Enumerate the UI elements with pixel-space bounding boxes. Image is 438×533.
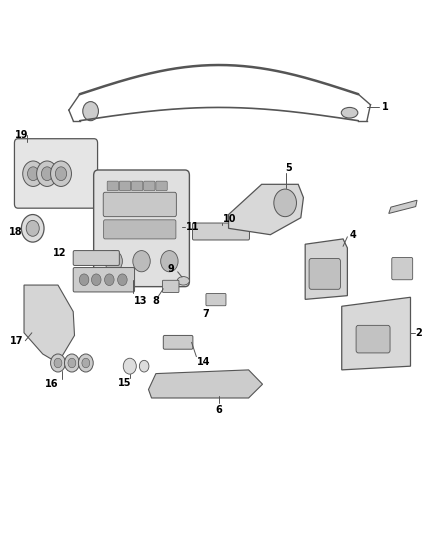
FancyBboxPatch shape xyxy=(206,294,226,306)
Circle shape xyxy=(92,274,101,286)
Text: 16: 16 xyxy=(45,379,58,389)
Text: 15: 15 xyxy=(118,378,131,388)
Polygon shape xyxy=(24,285,74,363)
Polygon shape xyxy=(305,239,347,300)
FancyBboxPatch shape xyxy=(162,280,179,293)
Circle shape xyxy=(50,161,71,187)
Text: 2: 2 xyxy=(415,328,422,338)
Text: 9: 9 xyxy=(168,264,174,274)
FancyBboxPatch shape xyxy=(103,192,177,216)
FancyBboxPatch shape xyxy=(131,181,143,191)
FancyBboxPatch shape xyxy=(107,181,118,191)
FancyBboxPatch shape xyxy=(192,223,250,240)
Circle shape xyxy=(64,354,79,372)
Circle shape xyxy=(37,161,57,187)
Text: 4: 4 xyxy=(350,230,357,240)
Polygon shape xyxy=(229,184,304,235)
Circle shape xyxy=(68,358,76,368)
FancyBboxPatch shape xyxy=(156,181,167,191)
Circle shape xyxy=(21,215,44,242)
FancyBboxPatch shape xyxy=(309,259,340,289)
FancyBboxPatch shape xyxy=(73,268,134,292)
FancyBboxPatch shape xyxy=(163,335,193,349)
FancyBboxPatch shape xyxy=(119,181,131,191)
FancyBboxPatch shape xyxy=(356,325,390,353)
Text: 18: 18 xyxy=(9,227,23,237)
Circle shape xyxy=(55,167,67,181)
FancyBboxPatch shape xyxy=(104,220,176,239)
Text: 13: 13 xyxy=(134,296,148,306)
Circle shape xyxy=(161,251,178,272)
Text: 12: 12 xyxy=(53,248,67,259)
Text: 7: 7 xyxy=(202,309,209,319)
Circle shape xyxy=(79,274,89,286)
Text: 19: 19 xyxy=(14,130,28,140)
Polygon shape xyxy=(389,200,417,214)
Polygon shape xyxy=(148,370,262,398)
Ellipse shape xyxy=(341,108,358,118)
Circle shape xyxy=(82,358,90,368)
FancyBboxPatch shape xyxy=(94,170,189,287)
Text: 14: 14 xyxy=(197,357,211,367)
Circle shape xyxy=(274,189,297,216)
Circle shape xyxy=(28,167,39,181)
Circle shape xyxy=(54,358,62,368)
Text: 6: 6 xyxy=(215,405,223,415)
Text: 8: 8 xyxy=(152,296,159,306)
Circle shape xyxy=(83,102,99,120)
Circle shape xyxy=(117,274,127,286)
FancyBboxPatch shape xyxy=(14,139,98,208)
Circle shape xyxy=(123,358,136,374)
Text: 5: 5 xyxy=(285,164,292,173)
Circle shape xyxy=(105,274,114,286)
Circle shape xyxy=(139,360,149,372)
Text: 17: 17 xyxy=(10,336,24,346)
FancyBboxPatch shape xyxy=(144,181,155,191)
Text: 10: 10 xyxy=(223,214,237,224)
Circle shape xyxy=(42,167,53,181)
Ellipse shape xyxy=(177,277,189,285)
Circle shape xyxy=(26,220,39,236)
Circle shape xyxy=(23,161,44,187)
Text: 11: 11 xyxy=(186,222,200,232)
Polygon shape xyxy=(342,297,410,370)
FancyBboxPatch shape xyxy=(73,251,119,265)
FancyBboxPatch shape xyxy=(392,257,413,280)
Circle shape xyxy=(50,354,65,372)
Circle shape xyxy=(78,354,93,372)
Circle shape xyxy=(105,251,122,272)
Text: 1: 1 xyxy=(382,102,389,112)
Circle shape xyxy=(133,251,150,272)
